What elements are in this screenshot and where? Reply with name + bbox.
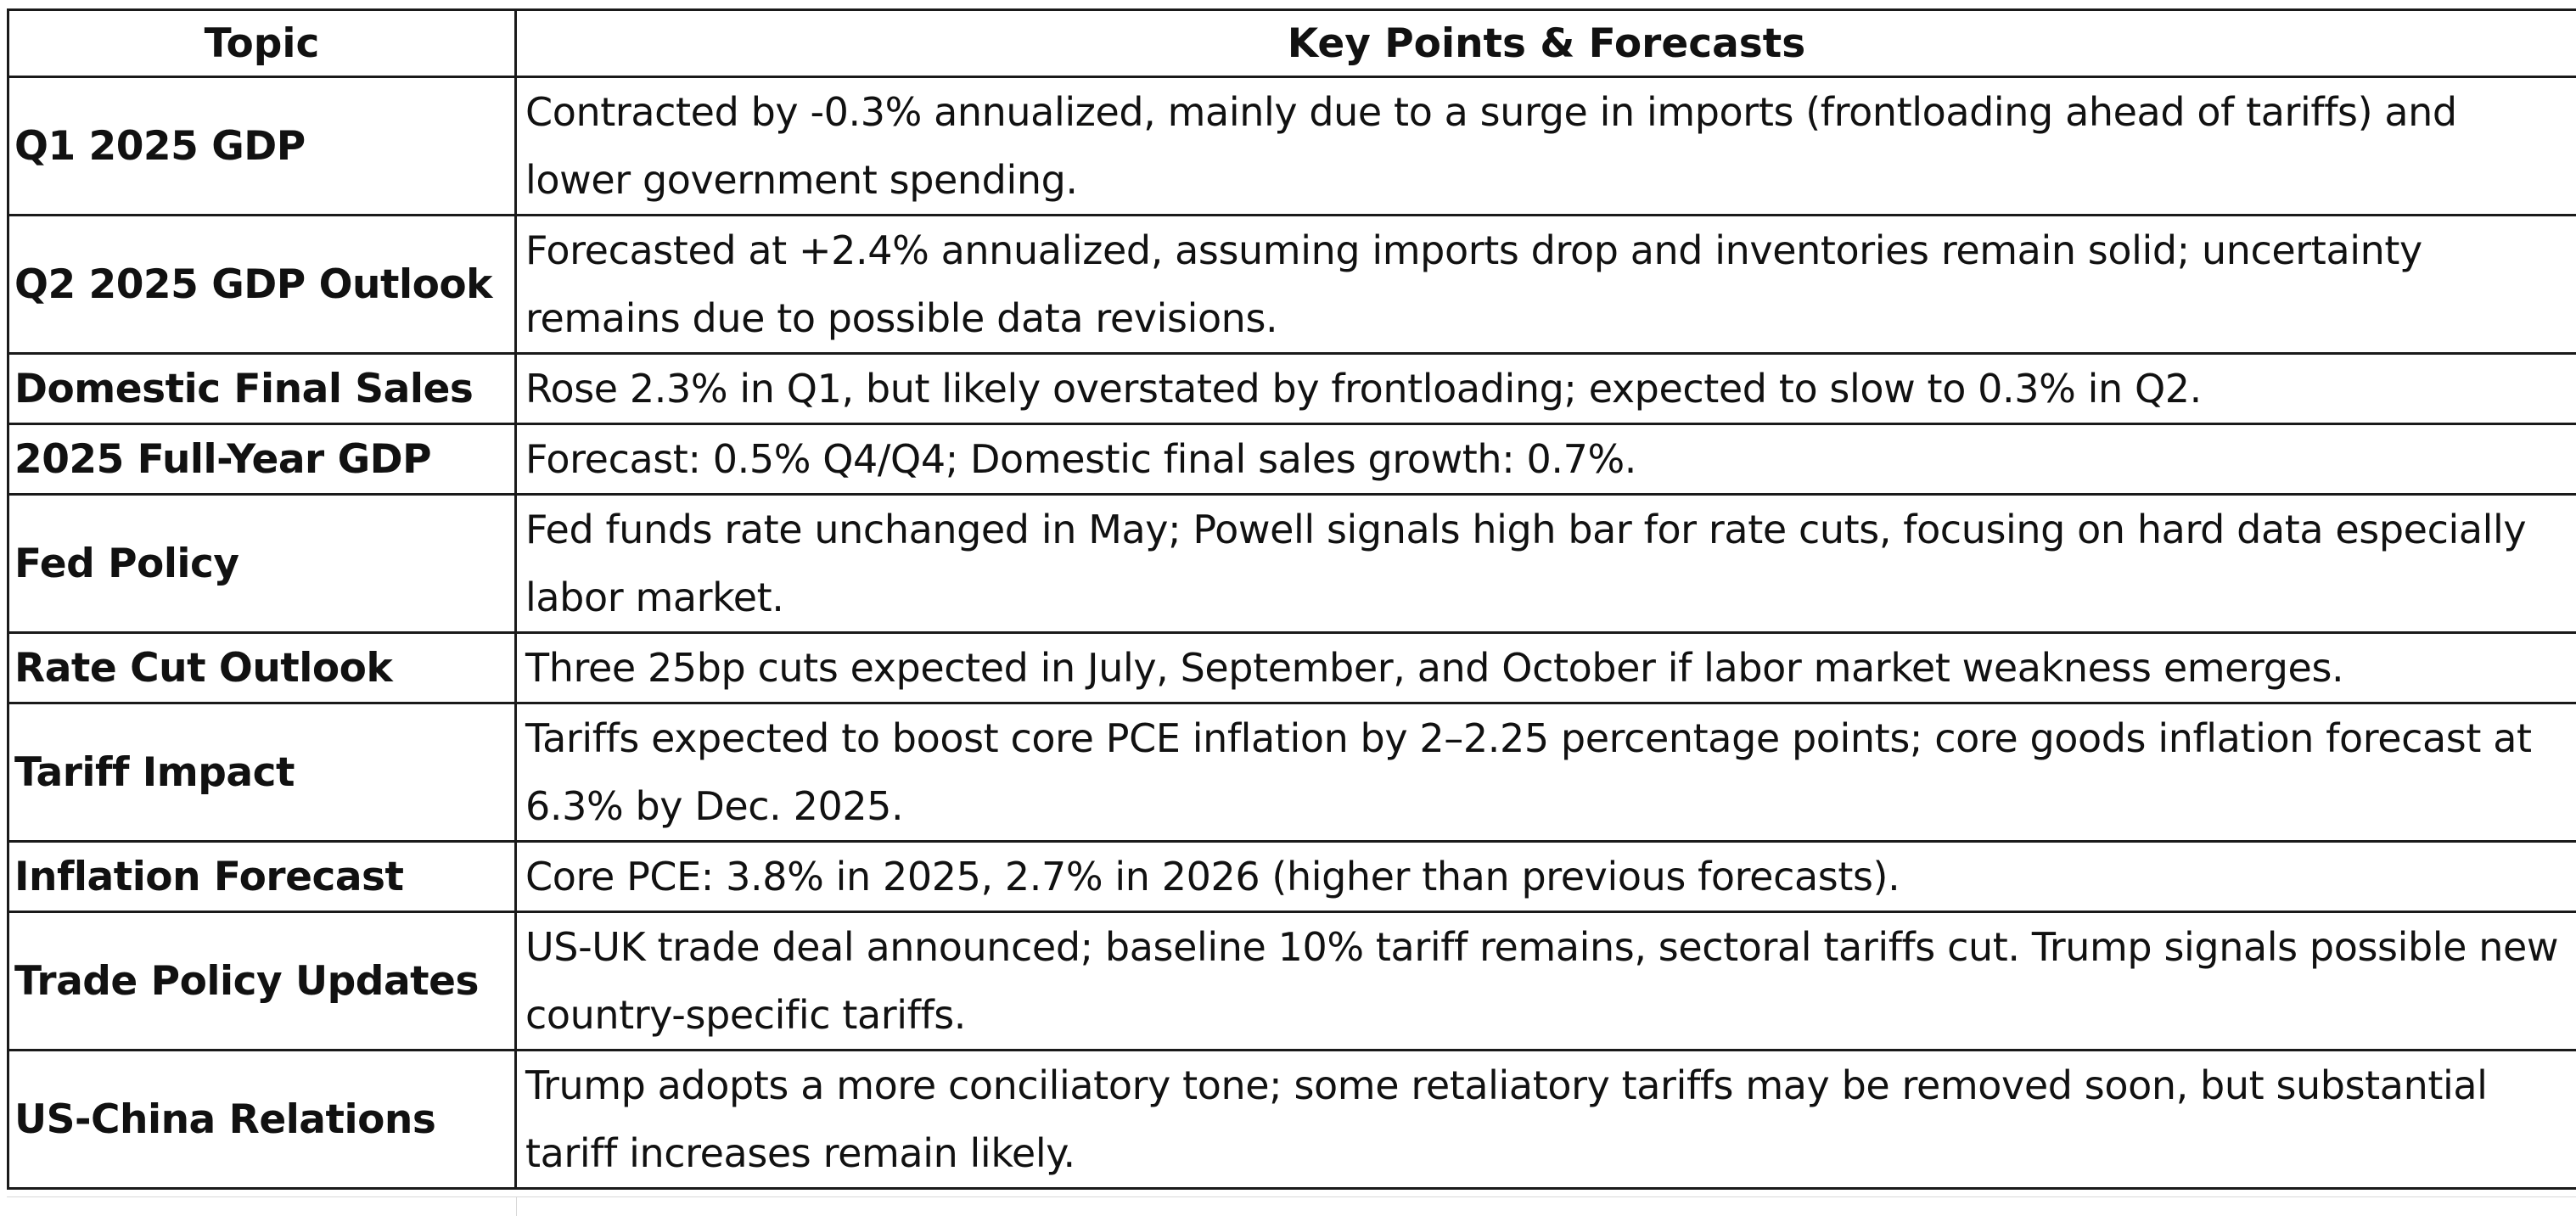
spreadsheet-area: Topic Key Points & Forecasts Q1 2025 GDP… [7, 8, 2576, 1190]
table-row: 2025 Full-Year GDP Forecast: 0.5% Q4/Q4;… [8, 424, 2576, 495]
topic-cell[interactable]: Inflation Forecast [8, 842, 516, 912]
header-cell-topic[interactable]: Topic [8, 10, 516, 77]
key-points-cell[interactable]: Trump adopts a more conciliatory tone; s… [516, 1051, 2576, 1189]
table-row: Domestic Final Sales Rose 2.3% in Q1, bu… [8, 354, 2576, 424]
key-points-cell[interactable]: Fed funds rate unchanged in May; Powell … [516, 495, 2576, 633]
table-row: Trade Policy Updates US-UK trade deal an… [8, 912, 2576, 1051]
table-row: Rate Cut Outlook Three 25bp cuts expecte… [8, 633, 2576, 703]
topic-cell[interactable]: Rate Cut Outlook [8, 633, 516, 703]
empty-grid-row [7, 1196, 2576, 1216]
key-points-cell[interactable]: Forecast: 0.5% Q4/Q4; Domestic final sal… [516, 424, 2576, 495]
gridline [516, 1197, 517, 1216]
table-row: Fed Policy Fed funds rate unchanged in M… [8, 495, 2576, 633]
table-row: Q2 2025 GDP Outlook Forecasted at +2.4% … [8, 216, 2576, 354]
forecast-table: Topic Key Points & Forecasts Q1 2025 GDP… [7, 8, 2576, 1190]
key-points-cell[interactable]: US-UK trade deal announced; baseline 10%… [516, 912, 2576, 1051]
header-cell-key-points[interactable]: Key Points & Forecasts [516, 10, 2576, 77]
header-row: Topic Key Points & Forecasts [8, 10, 2576, 77]
table-row: US-China Relations Trump adopts a more c… [8, 1051, 2576, 1189]
key-points-cell[interactable]: Core PCE: 3.8% in 2025, 2.7% in 2026 (hi… [516, 842, 2576, 912]
topic-cell[interactable]: US-China Relations [8, 1051, 516, 1189]
table-row: Tariff Impact Tariffs expected to boost … [8, 703, 2576, 842]
table-row: Q1 2025 GDP Contracted by -0.3% annualiz… [8, 77, 2576, 216]
key-points-cell[interactable]: Rose 2.3% in Q1, but likely overstated b… [516, 354, 2576, 424]
key-points-cell[interactable]: Tariffs expected to boost core PCE infla… [516, 703, 2576, 842]
topic-cell[interactable]: Tariff Impact [8, 703, 516, 842]
key-points-cell[interactable]: Three 25bp cuts expected in July, Septem… [516, 633, 2576, 703]
topic-cell[interactable]: 2025 Full-Year GDP [8, 424, 516, 495]
key-points-cell[interactable]: Forecasted at +2.4% annualized, assuming… [516, 216, 2576, 354]
topic-cell[interactable]: Domestic Final Sales [8, 354, 516, 424]
table-row: Inflation Forecast Core PCE: 3.8% in 202… [8, 842, 2576, 912]
topic-cell[interactable]: Trade Policy Updates [8, 912, 516, 1051]
topic-cell[interactable]: Q2 2025 GDP Outlook [8, 216, 516, 354]
topic-cell[interactable]: Fed Policy [8, 495, 516, 633]
key-points-cell[interactable]: Contracted by -0.3% annualized, mainly d… [516, 77, 2576, 216]
topic-cell[interactable]: Q1 2025 GDP [8, 77, 516, 216]
